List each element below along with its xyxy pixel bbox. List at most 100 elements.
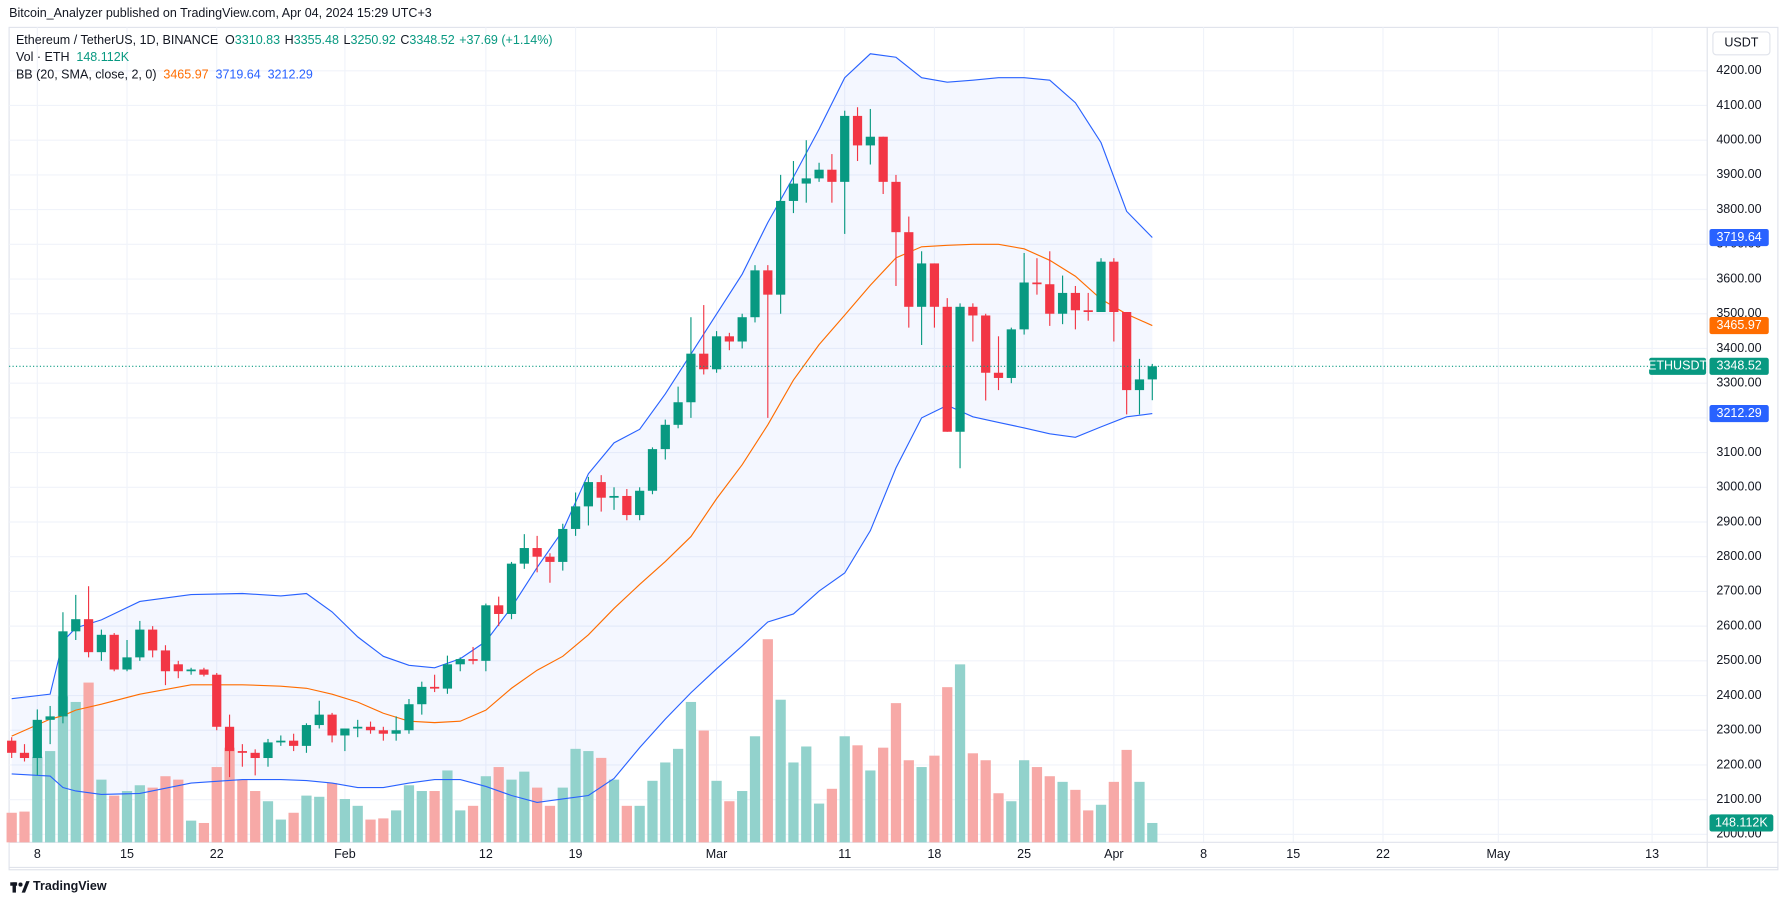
symbol-tag: ETHUSDT (1648, 359, 1707, 373)
candle-body (686, 353, 696, 403)
legend-volume: Vol · ETH 148.112K (16, 51, 130, 65)
candle-body (737, 317, 747, 342)
volume-bar (993, 793, 1004, 843)
currency-box[interactable] (1712, 31, 1771, 56)
volume-bar (467, 805, 479, 843)
volume-bar (352, 805, 363, 843)
brand-logo (10, 881, 30, 893)
x-tick-label: 15 (120, 847, 134, 861)
legend-main: Ethereum / TetherUS, 1D, BINANCE O3310.83… (16, 33, 553, 47)
candle-body (1032, 282, 1042, 285)
volume-bar (224, 747, 235, 843)
y-tick-label: 3300.00 (1716, 375, 1761, 389)
candle-body (250, 752, 260, 759)
bb-upper-tag: 3719.64 (1716, 230, 1761, 244)
volume-bar (852, 745, 863, 843)
candle-body (1045, 284, 1055, 314)
candle-body (1109, 261, 1119, 313)
candle-body (1096, 261, 1106, 313)
frame (8, 26, 1779, 871)
volume-bar (365, 819, 376, 843)
volume-bar (198, 822, 210, 843)
candle-body (417, 686, 427, 705)
y-tick-label: 3100.00 (1716, 445, 1761, 459)
candle-body (1122, 312, 1132, 391)
candle-body (186, 669, 196, 672)
candle-body (148, 629, 158, 651)
volume-bar (916, 767, 927, 843)
candle-body (494, 605, 504, 614)
candle-body (814, 169, 824, 179)
candle-body (609, 495, 619, 498)
candle-body (750, 270, 760, 318)
volume-bar (121, 791, 133, 843)
volume-bar (211, 767, 222, 843)
candle-body (391, 730, 401, 734)
volume-bar (724, 801, 735, 843)
bb-basis-tag-bg (1709, 316, 1769, 335)
candle-body (160, 650, 171, 672)
y-tick-label: 4000.00 (1716, 133, 1761, 147)
volume-bar (698, 730, 709, 843)
candle-body (1083, 310, 1093, 313)
volume-tag: 148.112K (1715, 815, 1768, 829)
volume-bar (570, 748, 581, 843)
volume-bar (1019, 760, 1030, 843)
volume-bar (160, 776, 171, 843)
published-line: Bitcoin_Analyzer published on TradingVie… (9, 6, 432, 20)
y-tick-label: 3500.00 (1716, 306, 1761, 320)
volume-bar (275, 819, 286, 843)
volume-bar (442, 770, 453, 843)
open-value: 3310.83 (235, 33, 280, 47)
volume-bar (480, 776, 491, 843)
candle-body (788, 183, 799, 201)
volume-bar (980, 760, 991, 843)
x-tick-label: May (1486, 847, 1510, 861)
volume-bar (890, 703, 902, 843)
candle-body (711, 336, 722, 370)
x-tick-label: 25 (1017, 847, 1031, 861)
candle-body (468, 659, 478, 661)
candle-body (891, 181, 901, 233)
candle-body (353, 726, 363, 729)
volume-bar (45, 751, 56, 843)
y-tick-label: 2400.00 (1716, 688, 1761, 702)
volume-bar (942, 687, 953, 843)
volume-bar (455, 810, 466, 843)
candle-body (109, 634, 119, 670)
volume-bar (583, 751, 594, 843)
volume-bar (544, 805, 556, 843)
candle-body (83, 619, 94, 653)
x-tick-label: 22 (210, 847, 224, 861)
candle-body (58, 631, 68, 717)
volume-bar (621, 805, 632, 843)
candle-body (1147, 366, 1157, 380)
volume-bar (762, 639, 773, 843)
volume-bar (839, 736, 850, 843)
y-tick-label: 3000.00 (1716, 480, 1761, 494)
candle-body (481, 605, 491, 661)
volume-bar (429, 791, 440, 843)
candle-body (827, 169, 837, 182)
candle-body (776, 200, 786, 295)
close-value: 3348.52 (409, 33, 454, 47)
volume-bar (416, 791, 427, 843)
candle-body (1019, 282, 1029, 330)
last-price-tag: 3348.52 (1716, 359, 1761, 373)
candle-body (968, 306, 978, 316)
high-value: 3355.48 (294, 33, 339, 47)
volume-bar (1108, 781, 1119, 843)
candle-body (622, 495, 632, 516)
volume-bar (954, 664, 966, 843)
y-tick-label: 2800.00 (1716, 549, 1761, 563)
bb-basis-value: 3465.97 (163, 68, 208, 82)
y-tick-label: 2600.00 (1716, 618, 1761, 632)
volume-bar (1147, 822, 1158, 843)
y-tick-label: 4200.00 (1716, 63, 1761, 77)
candle-body (7, 740, 17, 753)
bb-upper-line (11, 53, 1153, 700)
volume-bar (237, 779, 248, 843)
candle-body (942, 306, 952, 432)
candle-body (583, 482, 594, 507)
